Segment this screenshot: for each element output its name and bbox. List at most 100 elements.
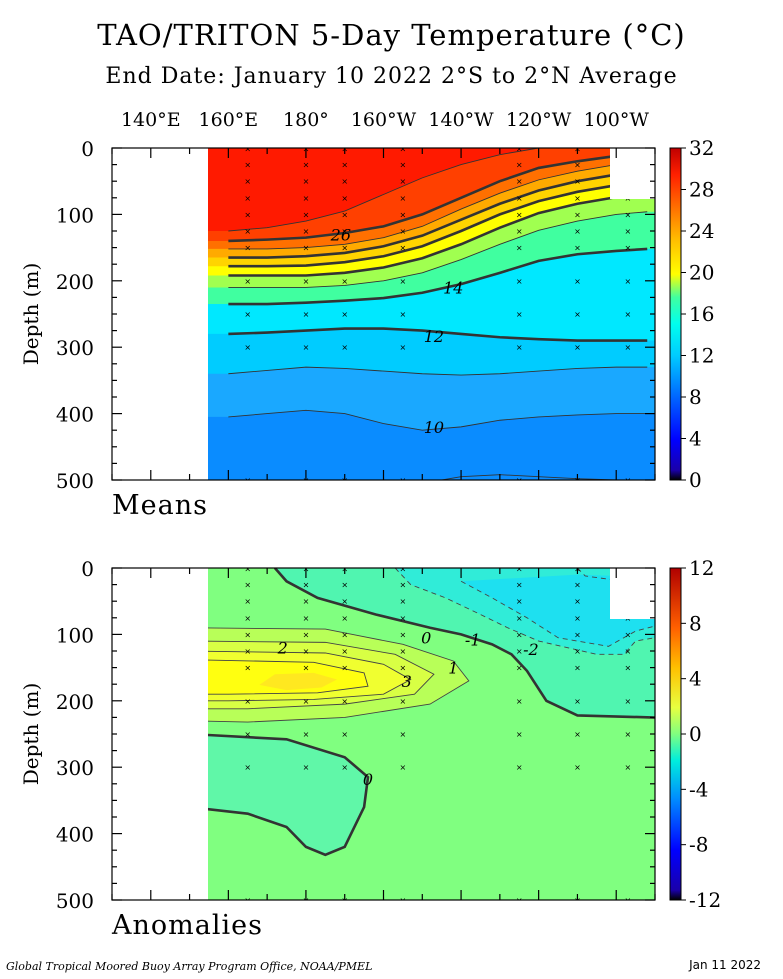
buoy-sensor-mark: ×	[400, 730, 407, 739]
isotherm-line	[228, 366, 648, 376]
y-tick-label: 200	[56, 690, 94, 714]
x-tick-label: 140°E	[121, 109, 181, 131]
y-axis-label: Depth (m)	[19, 683, 43, 786]
colorbar-tick-label: 32	[689, 136, 714, 160]
x-tick-label: 180°	[283, 109, 329, 131]
buoy-sensor-mark: ×	[400, 210, 407, 219]
y-tick-label: 100	[56, 203, 94, 227]
contour-label: 26	[330, 225, 351, 244]
isotherm-line	[228, 169, 648, 259]
colorbar-tick-label: 4	[689, 667, 702, 691]
colorbar	[669, 567, 682, 901]
buoy-sensor-mark: ×	[244, 161, 251, 170]
anomaly-band	[259, 672, 337, 691]
buoy-sensor-mark: ×	[574, 277, 581, 286]
buoy-sensor-mark: ×	[400, 597, 407, 606]
buoy-sensor-mark: ×	[303, 161, 310, 170]
buoy-sensor-mark: ×	[516, 614, 523, 623]
buoy-sensor-mark: ×	[400, 647, 407, 656]
buoy-sensor-mark: ×	[624, 697, 631, 706]
buoy-sensor-mark: ×	[303, 177, 310, 186]
buoy-sensor-mark: ×	[624, 476, 631, 485]
buoy-sensor-mark: ×	[574, 697, 581, 706]
x-tick-label: 140°W	[428, 109, 494, 131]
y-tick-label: 0	[81, 137, 94, 161]
buoy-sensor-mark: ×	[341, 277, 348, 286]
colorbar-tick-label: 8	[689, 385, 702, 409]
buoy-sensor-mark: ×	[516, 227, 523, 236]
buoy-sensor-mark: ×	[574, 630, 581, 639]
buoy-sensor-mark: ×	[341, 664, 348, 673]
buoy-sensor-mark: ×	[341, 227, 348, 236]
buoy-sensor-mark: ×	[303, 763, 310, 772]
buoy-sensor-mark: ×	[244, 565, 251, 574]
y-tick-label: 300	[56, 336, 94, 360]
contour-label: 14	[443, 278, 463, 297]
negative-contour	[394, 568, 655, 655]
buoy-sensor-mark: ×	[244, 145, 251, 154]
buoy-sensor-mark: ×	[400, 244, 407, 253]
anomaly-band	[461, 574, 655, 647]
buoy-sensor-mark: ×	[574, 597, 581, 606]
colorbar-tick-label: 0	[689, 722, 702, 746]
buoy-sensor-mark: ×	[624, 763, 631, 772]
buoy-sensor-mark: ×	[400, 343, 407, 352]
buoy-sensor-mark: ×	[244, 597, 251, 606]
buoy-sensor-mark: ×	[303, 210, 310, 219]
missing-data-mask	[610, 148, 655, 199]
chart-subtitle: End Date: January 10 2022 2°S to 2°N Ave…	[105, 64, 678, 89]
buoy-sensor-mark: ×	[341, 194, 348, 203]
isotherm-line	[228, 327, 648, 342]
zero-contour	[208, 733, 370, 857]
buoy-sensor-mark: ×	[516, 244, 523, 253]
buoy-sensor-mark: ×	[516, 647, 523, 656]
buoy-sensor-mark: ×	[400, 194, 407, 203]
buoy-sensor-mark: ×	[244, 664, 251, 673]
chart-title: TAO/TRITON 5-Day Temperature (°C)	[97, 18, 686, 52]
anomaly-band	[208, 735, 368, 855]
isotherm-line	[228, 148, 648, 232]
buoy-sensor-mark: ×	[244, 210, 251, 219]
contour-label: 2	[277, 639, 288, 658]
buoy-sensor-mark: ×	[516, 343, 523, 352]
y-tick-label: 500	[56, 889, 94, 913]
buoy-sensor-mark: ×	[303, 664, 310, 673]
colorbar-tick-label: 12	[689, 556, 714, 580]
y-tick-label: 200	[56, 270, 94, 294]
buoy-sensor-mark: ×	[244, 697, 251, 706]
contour-label: -1	[465, 631, 481, 650]
colorbar	[669, 147, 682, 481]
temp-band	[208, 410, 655, 480]
buoy-sensor-mark: ×	[624, 244, 631, 253]
buoy-sensor-mark: ×	[341, 614, 348, 623]
anomaly-contour	[208, 659, 369, 695]
colorbar-tick-label: -4	[689, 777, 708, 801]
anomaly-contour	[208, 640, 435, 710]
buoy-sensor-mark: ×	[516, 664, 523, 673]
buoy-sensor-mark: ×	[400, 161, 407, 170]
buoy-sensor-mark: ×	[303, 647, 310, 656]
y-tick-label: 400	[56, 823, 94, 847]
buoy-sensor-mark: ×	[574, 343, 581, 352]
buoy-sensor-mark: ×	[516, 476, 523, 485]
buoy-sensor-mark: ×	[624, 343, 631, 352]
colorbar-tick-label: 8	[689, 611, 702, 635]
x-tick-label: 100°W	[584, 109, 650, 131]
buoy-sensor-mark: ×	[341, 647, 348, 656]
x-tick-label: 160°W	[351, 109, 417, 131]
isotherm-line	[228, 160, 648, 250]
y-axis-label: Depth (m)	[19, 263, 43, 366]
buoy-sensor-mark: ×	[341, 697, 348, 706]
colorbar-tick-label: 4	[689, 427, 702, 451]
colorbar-tick-label: 0	[689, 468, 702, 492]
buoy-sensor-mark: ×	[244, 476, 251, 485]
buoy-sensor-mark: ×	[400, 277, 407, 286]
buoy-sensor-mark: ×	[574, 244, 581, 253]
anomalies-panel: × × × × × × × × × × × × × × × × × × × × × × × × × × × × × × × × × × × × × × × ×…	[19, 556, 721, 941]
buoy-sensor-mark: ×	[244, 310, 251, 319]
isotherm-line	[439, 474, 648, 480]
buoy-sensor-mark: ×	[244, 763, 251, 772]
buoy-sensor-mark: ×	[574, 161, 581, 170]
buoy-sensor-mark: ×	[303, 730, 310, 739]
